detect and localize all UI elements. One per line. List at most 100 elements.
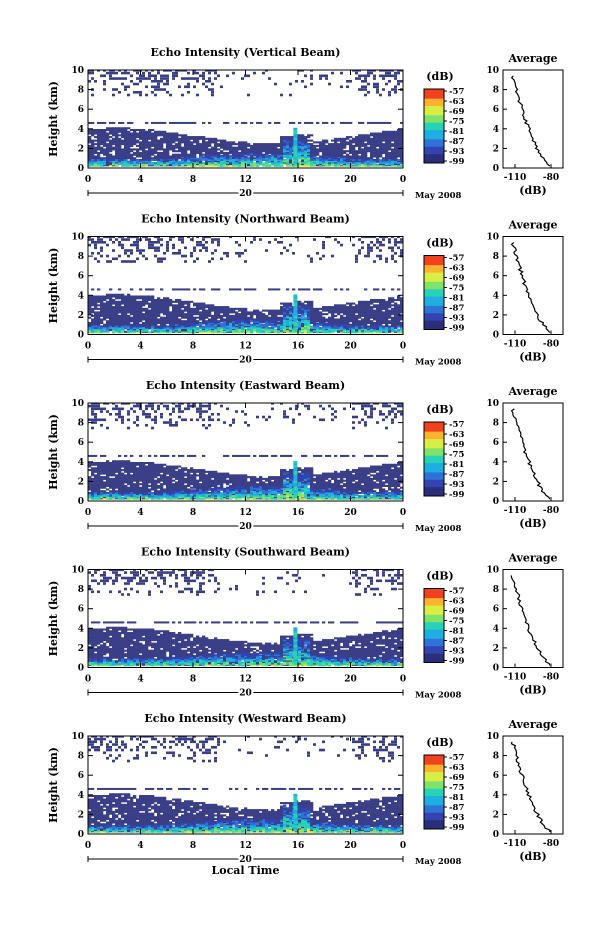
profile-title: Average xyxy=(507,385,557,398)
profile-y-tick-label: 8 xyxy=(493,419,499,429)
colorbar-swatch xyxy=(424,103,444,107)
colorbar-swatch xyxy=(424,118,444,121)
colorbar-swatch xyxy=(424,96,444,99)
date-text: May 2008 xyxy=(415,524,462,534)
colorbar-tick-label: -69 xyxy=(449,107,464,117)
colorbar-swatch xyxy=(424,656,444,660)
profile-y-tick-label: 10 xyxy=(486,66,499,76)
y-tick-label: 4 xyxy=(78,291,84,301)
colorbar-swatch xyxy=(424,634,444,637)
profile-y-tick-label: 2 xyxy=(493,477,499,487)
x-tick-label: 0 xyxy=(85,675,91,685)
x-tick-label: 0 xyxy=(400,175,406,185)
colorbar-swatch xyxy=(424,594,444,597)
y-tick-label: 0 xyxy=(78,331,84,341)
colorbar-swatch xyxy=(424,320,444,323)
colorbar-unit: (dB) xyxy=(426,70,453,83)
x-tick-label: 12 xyxy=(239,175,252,185)
x-tick-label: 8 xyxy=(190,508,196,518)
y-tick-label: 2 xyxy=(78,810,84,820)
colorbar-swatch xyxy=(424,323,444,327)
colorbar-tick-label: -93 xyxy=(449,314,464,324)
x-tick-label: 4 xyxy=(137,675,143,685)
colorbar-swatch xyxy=(424,453,444,456)
panel-title: Echo Intensity (Southward Beam) xyxy=(141,546,350,559)
colorbar-swatch xyxy=(424,605,444,608)
profile-x-tick-label: -80 xyxy=(543,673,559,683)
colorbar-tick-label: -93 xyxy=(449,647,464,657)
y-tick-label: 0 xyxy=(78,164,84,174)
colorbar-tick-label: -63 xyxy=(449,763,464,773)
x-tick-label: 20 xyxy=(344,841,357,851)
profile-y-tick-label: 8 xyxy=(493,252,499,262)
colorbar-swatch xyxy=(424,632,444,636)
colorbar-swatch xyxy=(424,599,444,602)
colorbar-swatch xyxy=(424,766,444,769)
colorbar-swatch xyxy=(424,814,444,817)
y-tick-label: 10 xyxy=(71,732,84,742)
profile-frame xyxy=(502,69,564,169)
colorbar-swatch xyxy=(424,127,444,131)
colorbar-tick-label: -93 xyxy=(449,480,464,490)
colorbar-swatch xyxy=(424,475,444,478)
y-tick-label: 8 xyxy=(78,86,84,96)
colorbar-swatch xyxy=(424,771,444,774)
panel-title: Echo Intensity (Vertical Beam) xyxy=(150,46,340,59)
profile-y-tick-label: 0 xyxy=(493,497,499,507)
profile-curve xyxy=(510,741,551,833)
colorbar-swatch xyxy=(424,773,444,776)
colorbar-swatch xyxy=(424,614,444,617)
colorbar-swatch xyxy=(424,457,444,460)
date-text: May 2008 xyxy=(415,191,462,201)
colorbar-tick-label: -87 xyxy=(449,470,464,480)
profile-x-label: (dB) xyxy=(519,351,546,364)
colorbar-swatch xyxy=(424,107,444,110)
profile-y-tick-label: 0 xyxy=(493,331,499,341)
profile-y-tick-label: 4 xyxy=(493,791,499,801)
x-tick-label: 0 xyxy=(85,841,91,851)
colorbar-swatch xyxy=(424,259,444,262)
colorbar-swatch xyxy=(424,257,444,260)
colorbar-swatch xyxy=(424,146,444,149)
colorbar-swatch xyxy=(424,623,444,626)
colorbar-swatch xyxy=(424,471,444,475)
x-tick-label: 8 xyxy=(190,342,196,352)
y-tick-label: 6 xyxy=(78,105,84,115)
profile-curve xyxy=(510,408,551,500)
colorbar-swatch xyxy=(424,612,444,615)
x-tick-label: 8 xyxy=(190,175,196,185)
y-tick-label: 6 xyxy=(78,272,84,282)
colorbar-tick-label: -75 xyxy=(449,783,464,793)
colorbar-swatch xyxy=(424,89,444,92)
profile-y-tick-label: 4 xyxy=(493,291,499,301)
colorbar-swatch xyxy=(424,438,444,441)
colorbar-tick-label: -63 xyxy=(449,597,464,607)
colorbar-swatch xyxy=(424,595,444,599)
profile-title: Average xyxy=(507,552,557,565)
colorbar-swatch xyxy=(424,434,444,438)
colorbar-swatch xyxy=(424,296,444,299)
colorbar-swatch xyxy=(424,274,444,277)
colorbar-swatch xyxy=(424,159,444,162)
colorbar-swatch xyxy=(424,625,444,628)
colorbar-swatch xyxy=(424,279,444,282)
colorbar-swatch xyxy=(424,272,444,275)
colorbar-swatch xyxy=(424,466,444,469)
profile-title: Average xyxy=(507,718,557,731)
colorbar-swatch xyxy=(424,638,444,641)
x-tick-label: 0 xyxy=(85,342,91,352)
date-mark: 20 xyxy=(239,189,252,199)
colorbar-tick-label: -69 xyxy=(449,274,464,284)
colorbar-swatch xyxy=(424,803,444,806)
colorbar-swatch xyxy=(424,636,444,639)
x-tick-label: 20 xyxy=(344,175,357,185)
y-tick-label: 2 xyxy=(78,311,84,321)
heatmap-area xyxy=(88,569,403,667)
colorbar-swatch xyxy=(424,756,444,760)
colorbar-swatch xyxy=(424,425,444,428)
colorbar-swatch xyxy=(424,767,444,771)
profile-y-tick-label: 6 xyxy=(493,771,499,781)
colorbar-swatch xyxy=(424,788,444,791)
colorbar-swatch xyxy=(424,285,444,288)
colorbar-frame xyxy=(423,588,445,663)
